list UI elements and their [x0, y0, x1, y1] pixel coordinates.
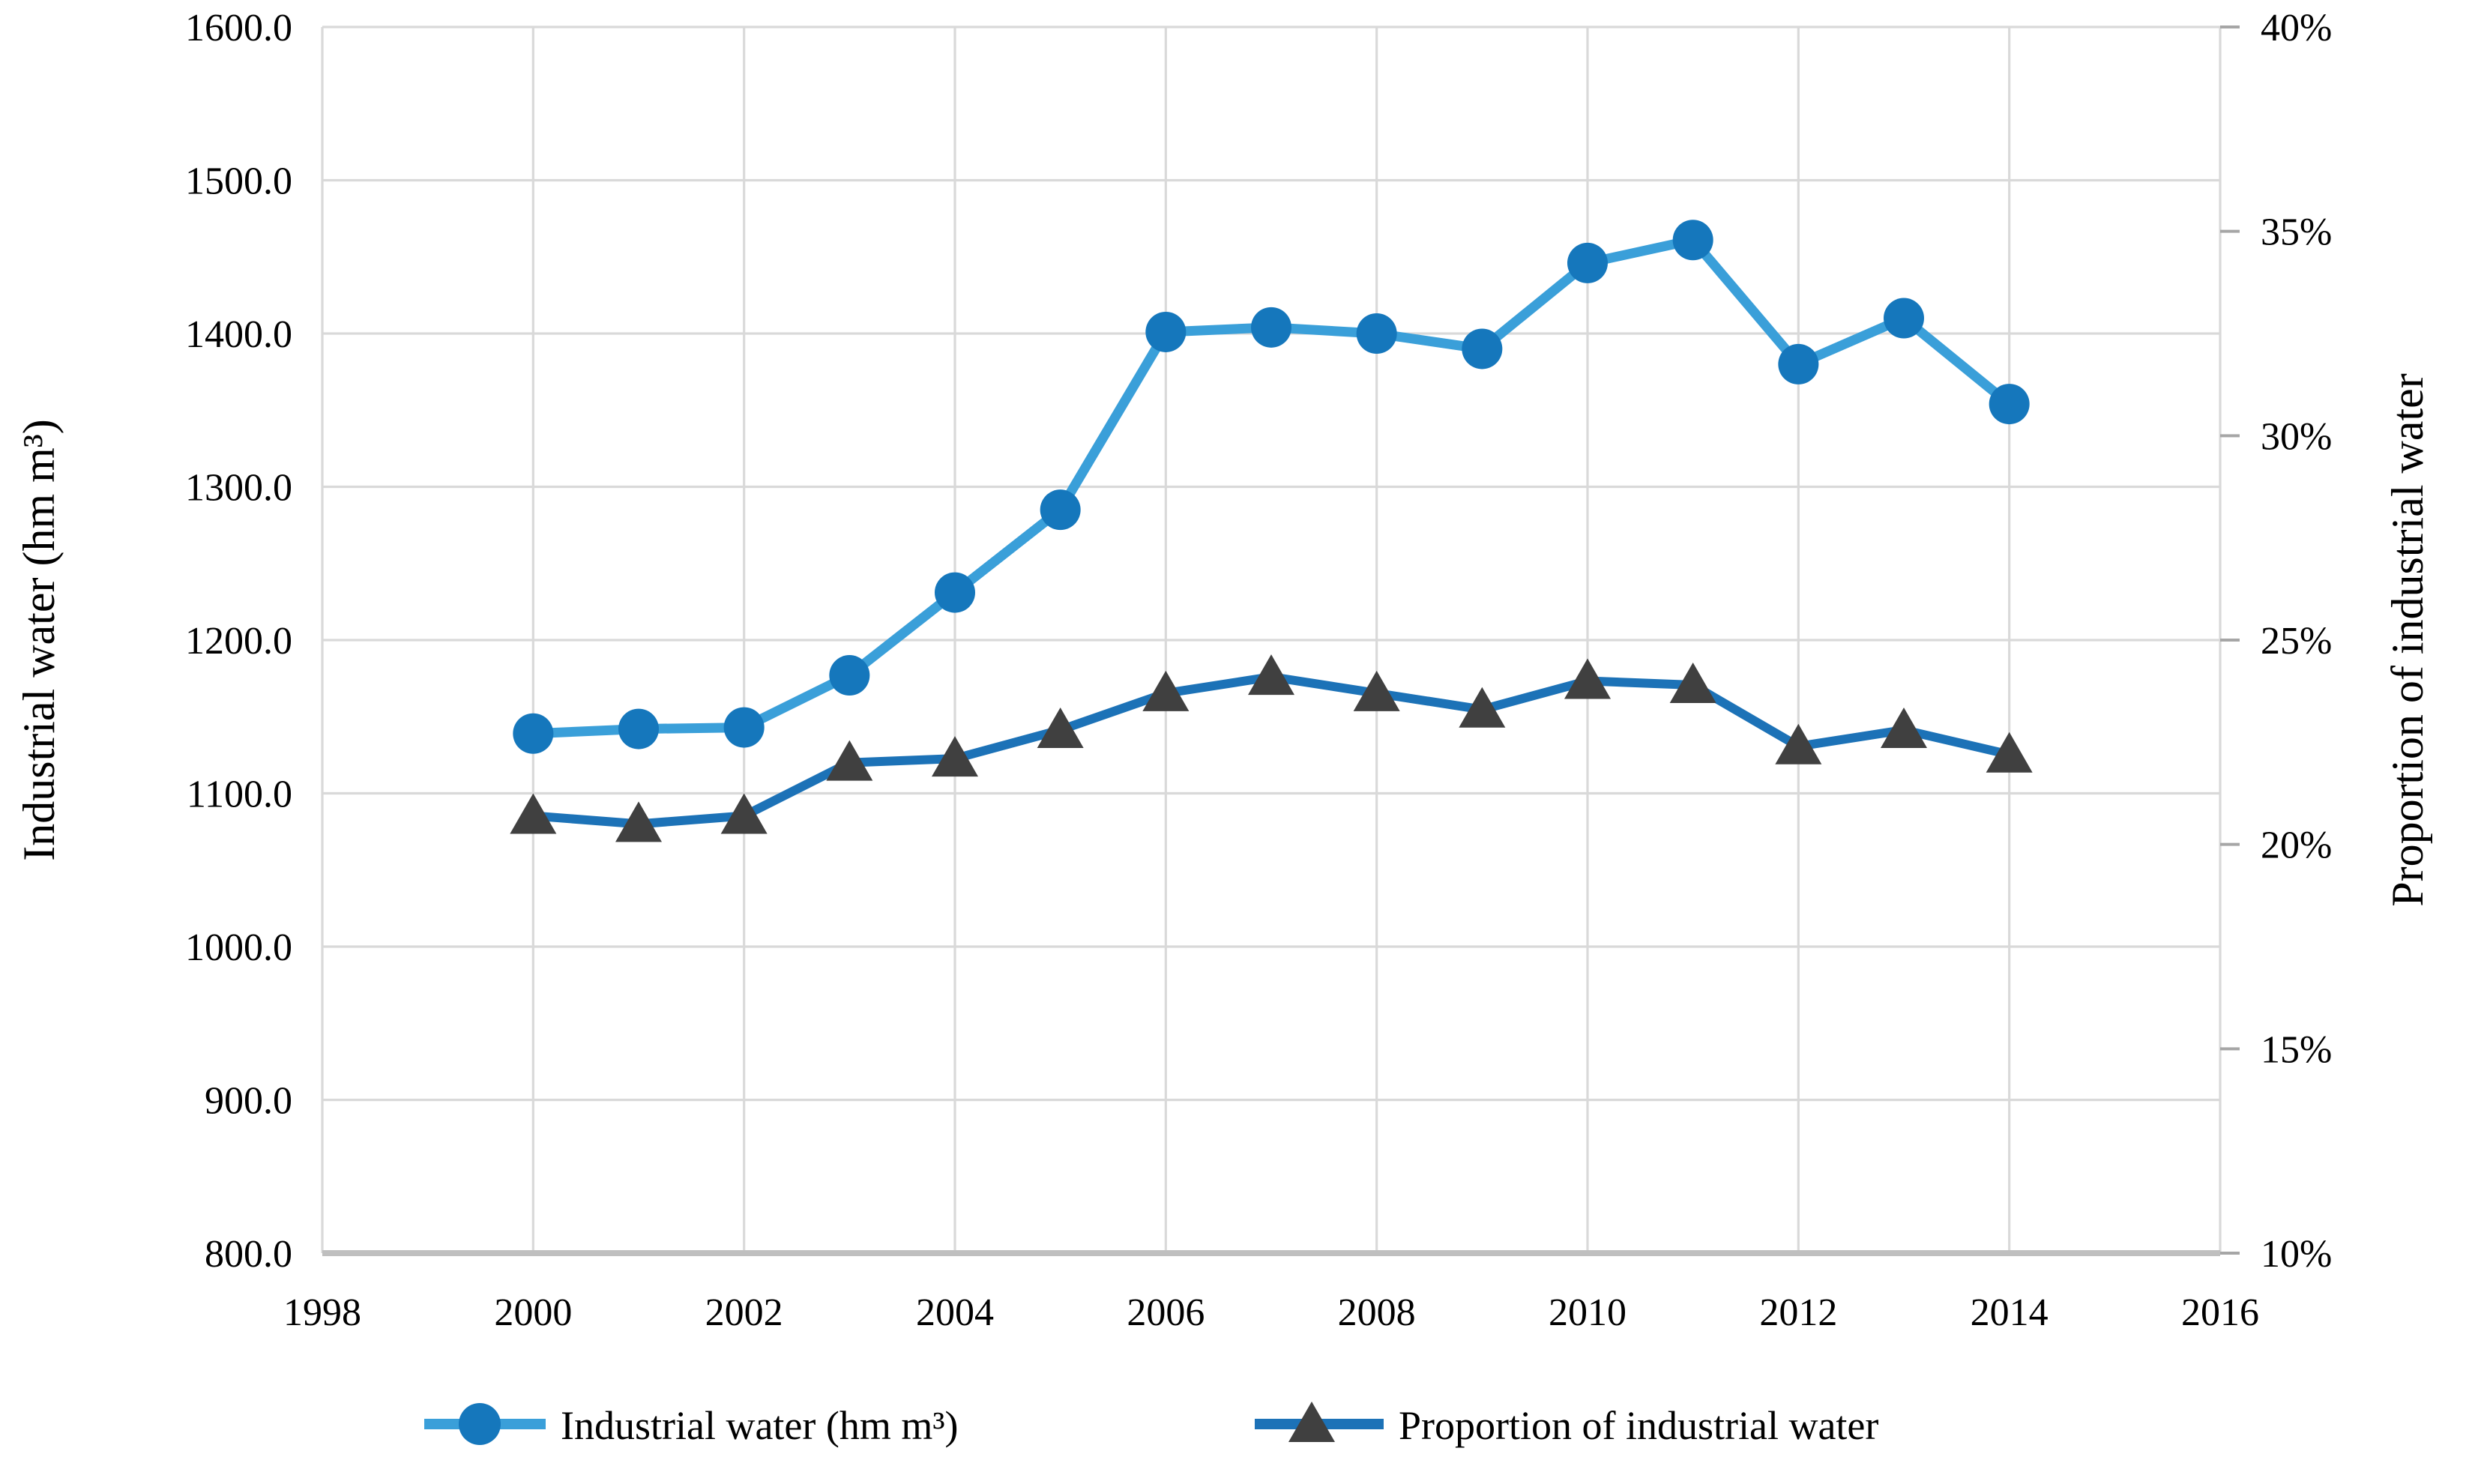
point-s1-2000 — [510, 793, 557, 834]
legend: Industrial water (hm m³) Proportion of i… — [424, 1402, 1878, 1448]
point-s0-2003 — [829, 655, 870, 696]
left-axis-tick-800.0: 800.0 — [205, 1233, 292, 1276]
x-axis-tick-1998: 1998 — [283, 1291, 361, 1334]
legend-triangle-marker-icon — [1288, 1402, 1335, 1442]
point-s1-2012 — [1775, 723, 1822, 764]
left-axis-tick-1500.0: 1500.0 — [185, 160, 292, 203]
right-axis-tick-10%: 10% — [2261, 1233, 2332, 1276]
left-axis-tick-1400.0: 1400.0 — [185, 313, 292, 356]
right-axis-title: Proportion of industrial water — [2383, 373, 2432, 907]
point-s0-2007 — [1251, 307, 1291, 348]
point-s0-2011 — [1672, 220, 1713, 261]
left-axis-tick-1000.0: 1000.0 — [185, 926, 292, 969]
left-axis-tick-900.0: 900.0 — [205, 1080, 292, 1123]
left-axis-tick-1100.0: 1100.0 — [187, 773, 292, 816]
point-s1-2002 — [720, 793, 768, 834]
point-s0-2012 — [1778, 343, 1819, 384]
point-s0-2013 — [1884, 298, 1924, 339]
x-axis-tick-2010: 2010 — [1549, 1291, 1627, 1334]
x-axis-tick-2004: 2004 — [916, 1291, 994, 1334]
point-s0-2005 — [1040, 489, 1081, 531]
legend-label-proportion: Proportion of industrial water — [1399, 1403, 1878, 1448]
point-s0-2009 — [1462, 328, 1503, 370]
right-axis-tick-40%: 40% — [2261, 7, 2332, 49]
point-s1-2013 — [1881, 707, 1927, 748]
point-s0-2008 — [1356, 313, 1397, 354]
point-s0-2014 — [1989, 384, 2030, 425]
data-series — [510, 220, 2033, 842]
left-axis-title: Industrial water (hm m³) — [14, 419, 64, 860]
point-s1-2004 — [932, 736, 978, 777]
point-s1-2007 — [1248, 654, 1294, 696]
left-axis-tick-1300.0: 1300.0 — [185, 467, 292, 510]
point-s1-2009 — [1459, 687, 1506, 728]
left-axis-tick-1200.0: 1200.0 — [185, 620, 292, 663]
point-s1-2005 — [1037, 707, 1084, 748]
point-s1-2014 — [1986, 732, 2033, 773]
point-s0-2010 — [1567, 242, 1608, 283]
point-s0-2004 — [935, 572, 975, 613]
point-s1-2011 — [1669, 662, 1716, 703]
x-axis-tick-2006: 2006 — [1127, 1291, 1205, 1334]
point-s0-2001 — [618, 708, 659, 749]
point-s0-2000 — [513, 713, 554, 754]
x-axis-tick-2008: 2008 — [1338, 1291, 1416, 1334]
right-axis-tick-30%: 30% — [2261, 415, 2332, 458]
point-s1-2006 — [1142, 670, 1190, 711]
x-axis-tick-2012: 2012 — [1759, 1291, 1837, 1334]
point-s1-2003 — [826, 740, 873, 781]
right-axis-tick-20%: 20% — [2261, 824, 2332, 867]
x-axis-tick-2002: 2002 — [705, 1291, 783, 1334]
point-s1-2008 — [1353, 670, 1400, 711]
point-s1-2001 — [615, 801, 662, 842]
point-s1-2010 — [1564, 658, 1611, 699]
x-axis-tick-2016: 2016 — [2181, 1291, 2259, 1334]
legend-label-industrial-water: Industrial water (hm m³) — [561, 1403, 959, 1448]
x-axis-tick-2000: 2000 — [494, 1291, 572, 1334]
right-axis-tick-15%: 15% — [2261, 1028, 2332, 1071]
legend-circle-marker-icon — [459, 1403, 501, 1445]
gridlines — [321, 25, 2222, 1256]
right-axis-tick-35%: 35% — [2261, 211, 2332, 254]
left-axis-tick-1600.0: 1600.0 — [185, 7, 292, 49]
point-s0-2006 — [1145, 311, 1187, 352]
axis-tick-labels: 1600.0 1500.0 1400.0 1300.0 1200.0 1100.0 1000… — [185, 7, 2332, 1334]
right-axis-tick-25%: 25% — [2261, 620, 2332, 663]
x-axis-tick-2014: 2014 — [1971, 1291, 2049, 1334]
point-s0-2002 — [723, 707, 765, 748]
